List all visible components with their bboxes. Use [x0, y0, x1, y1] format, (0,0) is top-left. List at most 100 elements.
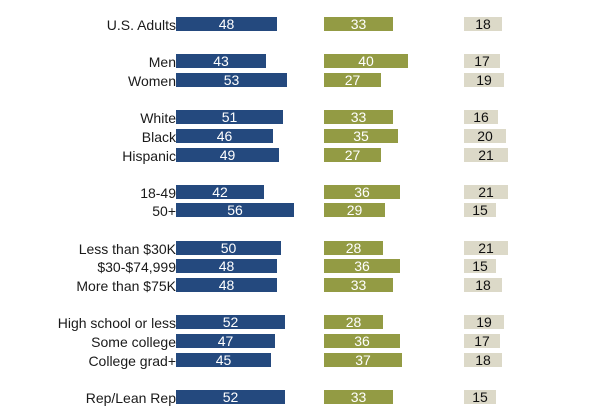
bar-value-label: 28 — [345, 239, 362, 256]
bar-series-1: 47 — [176, 332, 275, 349]
bar-value-label: 36 — [354, 332, 370, 349]
category-label: $30-$74,999 — [97, 259, 176, 276]
bar-series-3: 18 — [464, 351, 502, 368]
bar-series-1: 53 — [176, 71, 287, 88]
bar-value-label: 19 — [476, 71, 492, 88]
bar-value-label: 48 — [218, 277, 235, 293]
bar-series-2: 40 — [324, 53, 408, 70]
bar-series-1: 46 — [176, 127, 273, 144]
bar-series-2: 36 — [324, 332, 400, 349]
category-label: Men — [148, 54, 176, 71]
bar-series-1: 50 — [176, 239, 281, 256]
bar-series-2: 27 — [324, 146, 381, 163]
bar-value-label: 21 — [478, 183, 494, 200]
bar-series-3: 21 — [464, 183, 508, 200]
bar-series-3: 16 — [464, 109, 498, 126]
bar-value-label: 33 — [350, 109, 367, 126]
bar-value-label: 42 — [212, 183, 228, 200]
category-label: Some college — [91, 333, 176, 350]
bar-series-2: 36 — [324, 183, 400, 200]
bar-value-label: 18 — [475, 351, 491, 368]
bar-series-1: 45 — [176, 351, 271, 368]
bar-series-3: 17 — [464, 333, 500, 348]
category-label: High school or less — [57, 315, 176, 332]
bar-series-3: 15 — [464, 258, 496, 275]
bar-value-label: 48 — [218, 258, 235, 275]
bar-value-label: 50 — [220, 239, 237, 256]
bar-value-label: 18 — [475, 16, 491, 32]
bar-series-2: 28 — [324, 314, 383, 331]
bar-value-label: 49 — [219, 146, 236, 163]
bar-series-1: 52 — [176, 314, 285, 331]
bar-value-label: 46 — [216, 127, 233, 144]
bar-value-label: 29 — [346, 202, 363, 219]
bar-series-3: 15 — [464, 203, 496, 218]
bar-value-label: 33 — [350, 277, 367, 293]
bar-value-label: 35 — [353, 127, 369, 144]
bar-series-1: 48 — [176, 258, 277, 275]
bar-value-label: 36 — [354, 258, 370, 275]
bar-series-2: 28 — [324, 239, 383, 256]
bar-series-1: 52 — [176, 388, 285, 405]
bar-series-2: 27 — [324, 71, 381, 88]
bar-series-1: 51 — [176, 110, 283, 125]
bar-series-3: 15 — [464, 388, 496, 405]
bar-series-1: 49 — [176, 146, 279, 163]
bar-value-label: 16 — [473, 109, 489, 126]
bar-series-1: 48 — [176, 278, 277, 292]
bar-series-2: 37 — [324, 352, 402, 367]
bar-value-label: 21 — [478, 239, 494, 256]
bar-value-label: 28 — [345, 314, 362, 331]
bar-series-1: 43 — [176, 53, 266, 70]
bar-value-label: 17 — [474, 53, 490, 70]
category-label: Hispanic — [122, 147, 176, 164]
bar-value-label: 33 — [350, 388, 367, 405]
bar-value-label: 27 — [344, 146, 361, 163]
bar-value-label: 27 — [344, 71, 361, 88]
category-label: Women — [128, 72, 176, 89]
category-label: Less than $30K — [78, 240, 176, 257]
bar-series-1: 48 — [176, 17, 277, 31]
bar-series-1: 56 — [176, 202, 294, 219]
bar-value-label: 15 — [472, 258, 488, 275]
category-label: White — [140, 110, 176, 127]
bar-series-3: 21 — [464, 239, 508, 256]
category-label: More than $75K — [76, 278, 176, 294]
bar-series-2: 29 — [324, 202, 385, 219]
bar-value-label: 33 — [350, 16, 367, 32]
bar-series-3: 17 — [464, 53, 500, 70]
bar-series-2: 33 — [324, 388, 393, 405]
bar-value-label: 36 — [354, 183, 370, 200]
bar-series-2: 33 — [324, 17, 393, 31]
category-label: 18-49 — [140, 184, 176, 201]
bar-value-label: 21 — [478, 146, 494, 163]
bar-value-label: 53 — [223, 71, 240, 88]
bar-value-label: 48 — [218, 16, 235, 32]
bar-series-2: 33 — [324, 109, 393, 126]
bar-series-3: 18 — [464, 278, 502, 292]
bar-value-label: 20 — [477, 127, 493, 144]
bar-value-label: 40 — [358, 53, 374, 70]
bar-value-label: 45 — [215, 351, 232, 368]
bar-value-label: 43 — [213, 53, 229, 70]
category-label: Rep/Lean Rep — [85, 389, 176, 406]
bar-value-label: 18 — [475, 277, 491, 293]
bar-value-label: 52 — [222, 314, 239, 331]
category-label: U.S. Adults — [106, 17, 176, 33]
bar-value-label: 19 — [476, 314, 492, 331]
bar-series-1: 42 — [176, 183, 264, 200]
bar-value-label: 56 — [227, 202, 243, 219]
bar-value-label: 47 — [217, 332, 234, 349]
bar-value-label: 52 — [222, 388, 239, 405]
bar-series-3: 19 — [464, 71, 504, 88]
bar-series-2: 36 — [324, 258, 400, 275]
bar-series-3: 20 — [464, 127, 506, 144]
bar-series-3: 21 — [464, 146, 508, 163]
bar-series-2: 33 — [324, 278, 393, 292]
bar-series-2: 35 — [324, 127, 398, 144]
category-label: 50+ — [152, 203, 176, 220]
bar-value-label: 15 — [472, 388, 488, 405]
bar-series-3: 18 — [464, 17, 502, 31]
bar-series-3: 19 — [464, 314, 504, 331]
